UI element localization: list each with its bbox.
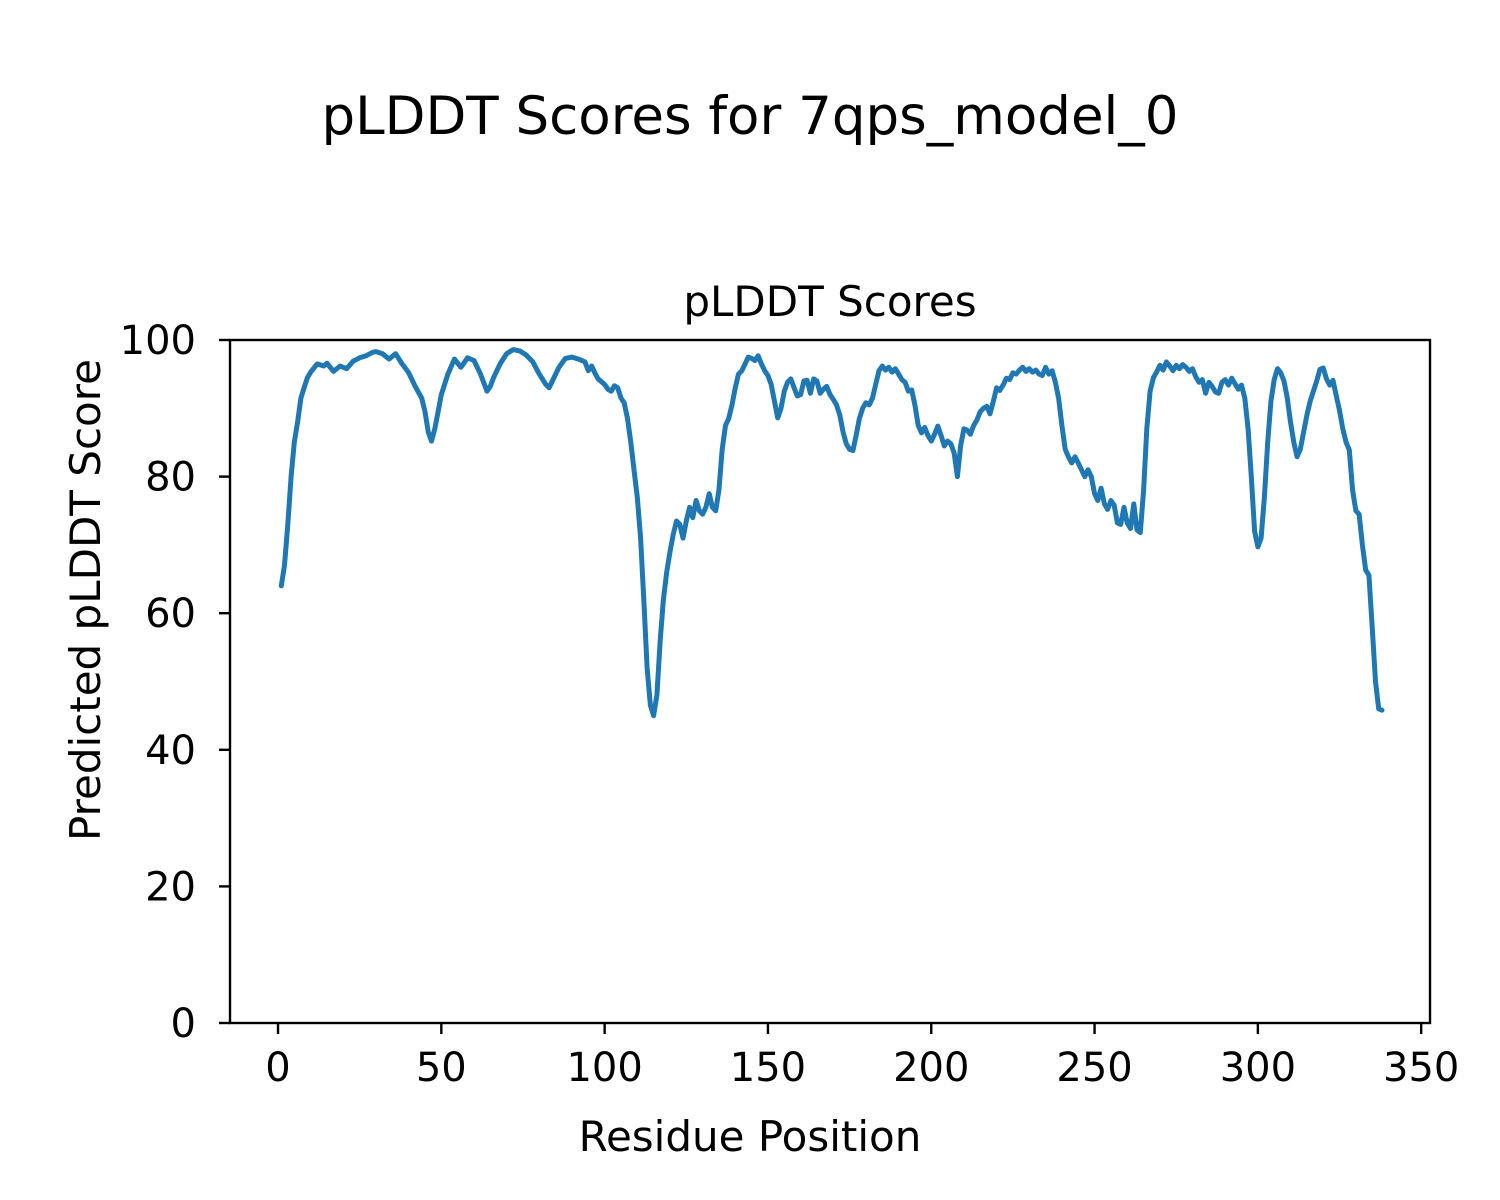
x-tick-label: 350 [1383,1045,1459,1091]
x-tick-label: 0 [265,1045,290,1091]
x-tick-label: 150 [730,1045,806,1091]
y-tick-label: 40 [145,728,196,774]
plddt-line [278,347,1385,719]
y-axis-label: Predicted pLDDT Score [61,359,110,841]
x-tick-label: 250 [1056,1045,1132,1091]
figure-suptitle: pLDDT Scores for 7qps_model_0 [321,86,1179,147]
x-tick-label: 200 [893,1045,969,1091]
y-tick-label: 0 [171,1001,196,1047]
y-tick-label: 100 [120,318,196,364]
axes-spines [228,338,1432,1025]
y-tick-label: 20 [145,864,196,910]
x-tick-label: 50 [416,1045,467,1091]
x-tick-label: 100 [566,1045,642,1091]
x-axis-label: Residue Position [578,1112,922,1161]
axes-title: pLDDT Scores [683,277,977,326]
x-tick-label: 300 [1220,1045,1296,1091]
y-tick-label: 80 [145,455,196,501]
y-tick-label: 60 [145,591,196,637]
